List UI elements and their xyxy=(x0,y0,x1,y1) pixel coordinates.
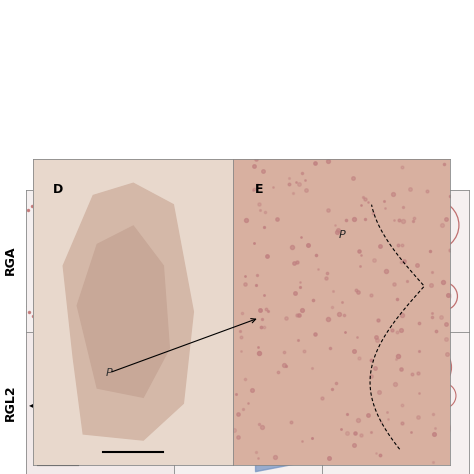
Circle shape xyxy=(346,351,371,375)
Circle shape xyxy=(279,436,300,456)
Text: P: P xyxy=(234,253,241,263)
Text: P: P xyxy=(106,368,113,378)
Circle shape xyxy=(342,406,360,423)
Text: RGL2: RGL2 xyxy=(4,384,17,421)
Ellipse shape xyxy=(231,246,264,269)
Text: P: P xyxy=(88,395,94,405)
Text: D: D xyxy=(53,183,64,196)
Circle shape xyxy=(218,367,277,424)
Polygon shape xyxy=(77,226,169,397)
Text: P: P xyxy=(338,230,345,240)
Circle shape xyxy=(62,363,138,437)
Circle shape xyxy=(435,288,451,304)
Text: ◀: ◀ xyxy=(29,401,36,410)
Circle shape xyxy=(415,355,441,380)
Polygon shape xyxy=(63,183,193,440)
Text: C: C xyxy=(36,342,46,355)
Circle shape xyxy=(423,419,442,438)
Text: P: P xyxy=(89,248,96,259)
Ellipse shape xyxy=(84,389,116,411)
Text: E: E xyxy=(255,183,264,196)
Circle shape xyxy=(435,389,450,403)
Text: O: O xyxy=(432,219,441,229)
Circle shape xyxy=(209,221,286,295)
Circle shape xyxy=(347,219,370,240)
Circle shape xyxy=(344,276,365,296)
Circle shape xyxy=(381,392,404,414)
Ellipse shape xyxy=(84,246,116,269)
Text: RGA: RGA xyxy=(4,246,17,275)
Circle shape xyxy=(62,221,138,295)
Circle shape xyxy=(380,438,396,453)
Circle shape xyxy=(418,211,447,239)
Text: B: B xyxy=(36,200,46,212)
Circle shape xyxy=(391,270,415,294)
